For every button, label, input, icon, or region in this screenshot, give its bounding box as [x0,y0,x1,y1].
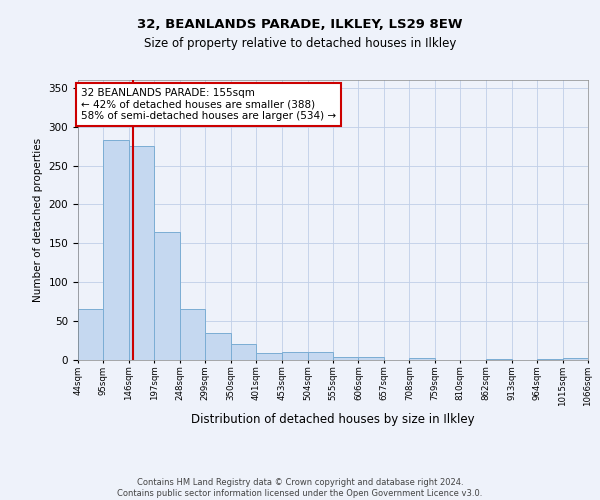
X-axis label: Distribution of detached houses by size in Ilkley: Distribution of detached houses by size … [191,413,475,426]
Text: Size of property relative to detached houses in Ilkley: Size of property relative to detached ho… [144,38,456,51]
Bar [154,232,180,360]
Bar [358,357,384,360]
Bar [563,358,588,360]
Bar [409,358,435,360]
Text: 32 BEANLANDS PARADE: 155sqm
← 42% of detached houses are smaller (388)
58% of se: 32 BEANLANDS PARADE: 155sqm ← 42% of det… [81,88,336,121]
Text: Contains HM Land Registry data © Crown copyright and database right 2024.
Contai: Contains HM Land Registry data © Crown c… [118,478,482,498]
Bar [256,353,282,360]
Y-axis label: Number of detached properties: Number of detached properties [33,138,43,302]
Bar [537,359,563,360]
Bar [78,310,103,360]
Text: 32, BEANLANDS PARADE, ILKLEY, LS29 8EW: 32, BEANLANDS PARADE, ILKLEY, LS29 8EW [137,18,463,30]
Bar [308,352,333,360]
Bar [103,140,129,360]
Bar [486,359,512,360]
Bar [333,357,358,360]
Bar [231,344,256,360]
Bar [129,146,154,360]
Bar [180,310,205,360]
Bar [282,352,308,360]
Bar [205,333,231,360]
